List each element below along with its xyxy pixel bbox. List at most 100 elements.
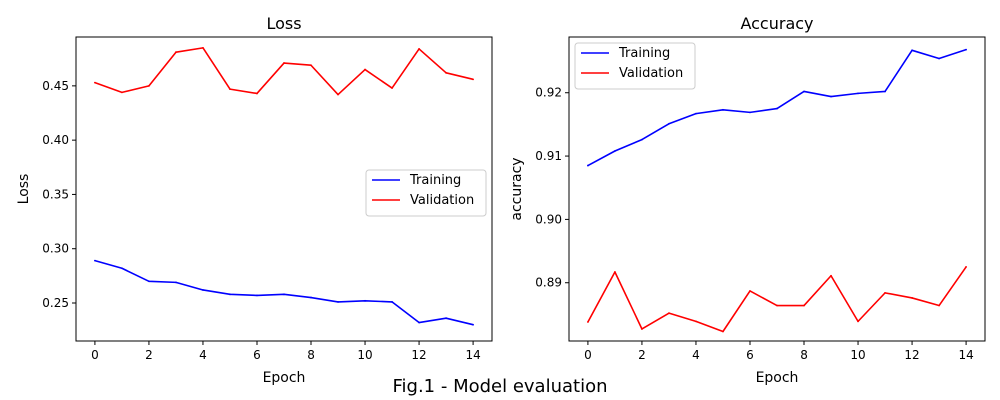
y-tick-label: 0.89 xyxy=(535,276,562,290)
data-point-training xyxy=(668,122,670,125)
data-point-training xyxy=(418,321,420,324)
x-tick-label: 8 xyxy=(307,348,315,362)
data-point-training xyxy=(749,111,751,114)
data-point-training xyxy=(911,49,913,52)
accuracy-chart: Accuracy 0 2 4 6 8 10 12 14 0.89 0.90 0.91 0.92 Epoch… xyxy=(509,14,986,386)
data-point-training xyxy=(614,150,616,152)
legend-box xyxy=(365,169,487,217)
data-point-training xyxy=(94,259,96,262)
legend: Training Validation xyxy=(574,42,696,90)
data-point-validation xyxy=(229,88,231,91)
data-point-validation xyxy=(614,271,616,273)
data-point-training xyxy=(965,48,967,51)
loss-chart: Loss 0 2 4 6 8 10 12 14 0.25 0.30 0.35 0.40 0.45 Epoch… xyxy=(16,14,493,386)
data-point-training xyxy=(121,267,123,270)
data-point-validation xyxy=(641,328,643,330)
x-tick-label: 0 xyxy=(91,348,99,362)
data-point-training xyxy=(391,301,393,303)
x-tick-label: 8 xyxy=(800,348,808,362)
data-point-validation xyxy=(587,321,589,323)
data-point-validation xyxy=(749,290,751,292)
data-point-validation xyxy=(256,92,258,95)
y-tick-label: 0.92 xyxy=(535,86,562,100)
data-point-training xyxy=(283,293,285,296)
data-point-training xyxy=(641,138,643,141)
data-point-validation xyxy=(803,304,805,307)
data-point-validation xyxy=(857,320,859,323)
x-tick-label: 14 xyxy=(958,348,973,362)
figure-caption: Fig.1 - Model evaluation xyxy=(392,376,608,397)
data-point-training xyxy=(337,301,339,303)
legend: Training Validation xyxy=(365,169,487,217)
data-point-validation xyxy=(776,304,778,307)
plot-frame xyxy=(568,36,986,342)
data-point-validation xyxy=(472,78,474,81)
data-point-training xyxy=(445,317,447,320)
x-tick-label: 14 xyxy=(465,348,480,362)
x-tick-label: 6 xyxy=(253,348,261,362)
data-point-training xyxy=(857,92,859,95)
chart-title: Accuracy xyxy=(740,14,813,33)
data-point-validation xyxy=(337,93,339,96)
data-point-validation xyxy=(965,266,967,268)
y-tick-label: 0.25 xyxy=(42,296,69,310)
data-point-training xyxy=(175,281,177,284)
y-tick-label: 0.40 xyxy=(42,133,69,147)
data-point-validation xyxy=(364,68,366,71)
data-point-validation xyxy=(148,84,150,87)
data-point-training xyxy=(148,280,150,283)
data-point-training xyxy=(472,323,474,326)
data-point-training xyxy=(256,294,258,297)
data-point-validation xyxy=(830,274,832,277)
legend-box xyxy=(574,42,696,90)
data-point-training xyxy=(695,112,697,115)
x-tick-label: 12 xyxy=(411,348,426,362)
plot-frame xyxy=(75,36,493,342)
data-point-training xyxy=(310,296,312,299)
data-point-validation xyxy=(722,330,724,333)
x-axis-label: Epoch xyxy=(263,370,306,386)
y-axis-label: accuracy xyxy=(509,157,525,220)
data-point-training xyxy=(884,90,886,93)
x-tick-label: 2 xyxy=(145,348,153,362)
legend-label-training: Training xyxy=(409,173,461,188)
y-tick-label: 0.45 xyxy=(42,79,69,93)
x-tick-label: 0 xyxy=(584,348,592,362)
data-point-validation xyxy=(202,46,204,49)
data-point-validation xyxy=(391,87,393,89)
y-tick-label: 0.30 xyxy=(42,242,69,256)
chart-title: Loss xyxy=(266,14,301,33)
data-point-training xyxy=(364,299,366,302)
x-axis-label: Epoch xyxy=(756,370,799,386)
data-point-training xyxy=(830,95,832,98)
x-tick-label: 4 xyxy=(692,348,700,362)
data-point-validation xyxy=(938,304,940,307)
series-line-validation xyxy=(94,47,474,96)
x-tick-label: 6 xyxy=(746,348,754,362)
data-point-validation xyxy=(695,320,697,323)
data-point-training xyxy=(938,57,940,60)
legend-label-validation: Validation xyxy=(619,66,683,81)
data-point-training xyxy=(722,108,724,111)
x-tick-label: 12 xyxy=(904,348,919,362)
series-line-training xyxy=(94,259,474,326)
legend-label-validation: Validation xyxy=(410,193,474,208)
x-tick-label: 4 xyxy=(199,348,207,362)
y-tick-label: 0.35 xyxy=(42,187,69,201)
data-point-training xyxy=(202,289,204,291)
data-point-validation xyxy=(668,312,670,315)
x-tick-label: 10 xyxy=(850,348,865,362)
legend-label-training: Training xyxy=(618,46,670,61)
data-point-validation xyxy=(884,291,886,294)
data-point-training xyxy=(229,293,231,296)
x-tick-label: 10 xyxy=(357,348,372,362)
x-tick-label: 2 xyxy=(638,348,646,362)
y-tick-label: 0.91 xyxy=(535,149,562,163)
data-point-validation xyxy=(911,297,913,299)
data-point-validation xyxy=(283,62,285,64)
data-point-validation xyxy=(418,48,420,50)
series-line-validation xyxy=(587,266,967,333)
data-point-validation xyxy=(445,71,447,74)
data-point-validation xyxy=(310,64,312,67)
data-point-training xyxy=(803,90,805,93)
